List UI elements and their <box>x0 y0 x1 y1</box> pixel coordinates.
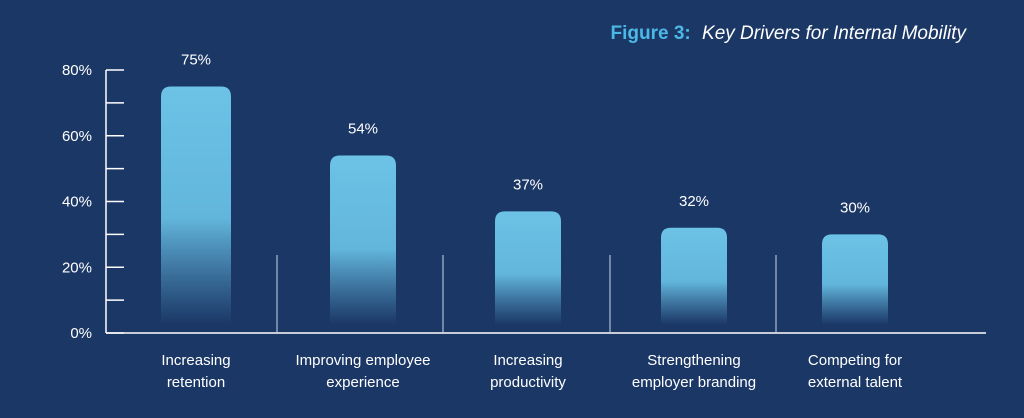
x-category-label: Increasing <box>161 352 230 369</box>
x-category-label: Improving employee <box>295 352 430 369</box>
y-tick-label: 40% <box>62 194 92 211</box>
figure-title: Key Drivers for Internal Mobility <box>702 23 967 44</box>
x-category-label: Increasing <box>493 352 562 369</box>
bar-value-label: 75% <box>181 51 211 68</box>
chart-title: Figure 3: Key Drivers for Internal Mobil… <box>611 23 968 44</box>
y-tick-label: 20% <box>62 259 92 276</box>
bar <box>661 227 727 325</box>
x-category-label: employer branding <box>632 374 756 391</box>
y-tick-label: 60% <box>62 128 92 145</box>
x-category-label: productivity <box>490 374 566 391</box>
bars <box>161 86 888 325</box>
bar-value-label: 37% <box>513 176 543 193</box>
bar <box>330 155 396 325</box>
x-category-label: Strengthening <box>647 352 740 369</box>
x-category-label: Competing for <box>808 352 902 369</box>
y-tick-label: 80% <box>62 62 92 79</box>
bar <box>495 211 561 325</box>
x-category-label: external talent <box>808 374 903 391</box>
x-category-label: retention <box>167 374 225 391</box>
bar <box>161 86 231 325</box>
labels: 75% Increasing retention 54% Improving emplo… <box>161 51 903 391</box>
axes: 0% 20% 40% 60% 80% <box>62 62 986 342</box>
x-category-label: experience <box>326 374 399 391</box>
bar-value-label: 30% <box>840 199 870 216</box>
bar-value-label: 54% <box>348 120 378 137</box>
figure-label: Figure 3: <box>611 23 691 44</box>
y-tick-label: 0% <box>70 325 92 342</box>
bar-value-label: 32% <box>679 193 709 210</box>
bar <box>822 234 888 325</box>
